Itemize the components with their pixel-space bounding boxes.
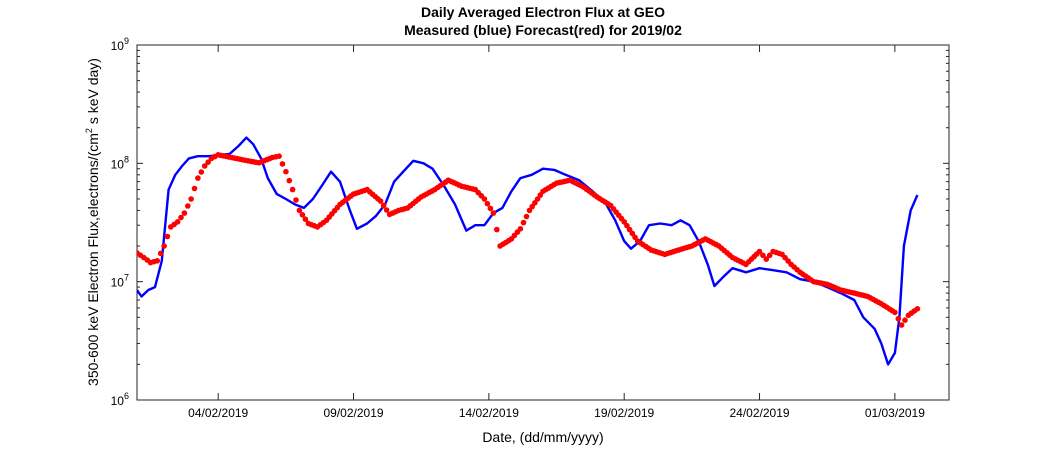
forecast-point bbox=[490, 210, 497, 216]
forecast-point bbox=[195, 175, 201, 181]
forecast-point-interp bbox=[279, 161, 286, 167]
forecast-point bbox=[756, 248, 763, 255]
y-axis-label: 350-600 keV Electron Flux,electrons/(cm2… bbox=[84, 58, 101, 386]
series-markers-forecast bbox=[137, 152, 921, 328]
forecast-point-interp bbox=[157, 250, 164, 257]
forecast-point-interp bbox=[286, 177, 293, 184]
y-tick-label: 107 bbox=[111, 273, 129, 290]
forecast-point-interp bbox=[494, 226, 500, 233]
forecast-point-interp bbox=[205, 159, 211, 165]
forecast-point bbox=[898, 322, 905, 328]
forecast-point-interp bbox=[293, 197, 299, 203]
forecast-point bbox=[181, 210, 188, 216]
forecast-point-interp bbox=[185, 203, 191, 209]
forecast-point-interp bbox=[487, 205, 494, 212]
forecast-point bbox=[289, 186, 296, 193]
x-axis-ticks: 04/02/2019 09/02/2019 14/02/2019 19/02/2019… bbox=[188, 45, 925, 420]
y-axis-ticks: 106 107 108 109 bbox=[111, 36, 949, 408]
forecast-point bbox=[517, 226, 524, 232]
forecast-point-interp bbox=[302, 216, 309, 222]
y-tick-label: 106 bbox=[111, 391, 129, 408]
forecast-point-interp bbox=[760, 252, 766, 259]
forecast-point bbox=[174, 219, 181, 225]
forecast-point bbox=[763, 256, 770, 262]
forecast-point bbox=[276, 153, 282, 159]
forecast-point-interp bbox=[383, 207, 390, 213]
forecast-point bbox=[201, 163, 208, 169]
y-axis-label-suffix: s keV day) bbox=[85, 58, 101, 128]
forecast-point bbox=[377, 198, 384, 204]
series-line-measured bbox=[137, 136, 919, 366]
forecast-point-interp bbox=[484, 200, 491, 207]
forecast-point-interp bbox=[198, 169, 205, 175]
forecast-point-interp bbox=[895, 315, 902, 322]
forecast-point-interp bbox=[380, 202, 387, 209]
plot-frame bbox=[136, 44, 950, 401]
forecast-point-interp bbox=[523, 213, 530, 220]
x-tick-label: 04/02/2019 bbox=[188, 406, 248, 420]
x-tick-label: 01/03/2019 bbox=[865, 406, 925, 420]
forecast-point-interp bbox=[534, 196, 541, 202]
forecast-point-interp bbox=[766, 252, 773, 259]
x-tick-label: 09/02/2019 bbox=[324, 406, 384, 420]
forecast-point-interp bbox=[902, 317, 908, 324]
forecast-point-interp bbox=[520, 219, 527, 226]
x-tick-label: 14/02/2019 bbox=[459, 406, 519, 420]
chart-title: Daily Averaged Electron Flux at GEO bbox=[421, 4, 665, 20]
forecast-point bbox=[161, 243, 167, 249]
x-tick-label: 24/02/2019 bbox=[730, 406, 790, 420]
forecast-point-interp bbox=[178, 214, 184, 221]
forecast-point bbox=[914, 306, 921, 312]
forecast-point bbox=[154, 258, 161, 264]
y-tick-label: 108 bbox=[111, 154, 129, 171]
forecast-point-interp bbox=[164, 233, 171, 240]
series-layer bbox=[137, 136, 921, 366]
y-axis-label-prefix: 350-600 keV Electron Flux,electrons/(cm bbox=[85, 133, 101, 386]
x-tick-label: 19/02/2019 bbox=[594, 406, 654, 420]
forecast-point-interp bbox=[191, 185, 198, 192]
y-tick-label: 109 bbox=[111, 36, 129, 53]
forecast-point-interp bbox=[624, 222, 630, 229]
forecast-point-interp bbox=[299, 212, 306, 218]
forecast-point bbox=[481, 196, 488, 202]
forecast-point bbox=[188, 196, 194, 202]
y-axis-label-exponent: 2 bbox=[84, 128, 94, 133]
forecast-point bbox=[283, 168, 289, 175]
forecast-point bbox=[296, 207, 303, 214]
x-axis-label: Date, (dd/mm/yyyy) bbox=[482, 429, 603, 445]
chart-subtitle: Measured (blue) Forecast(red) for 2019/0… bbox=[404, 22, 682, 38]
forecast-point bbox=[892, 309, 898, 316]
forecast-point-interp bbox=[629, 230, 636, 237]
